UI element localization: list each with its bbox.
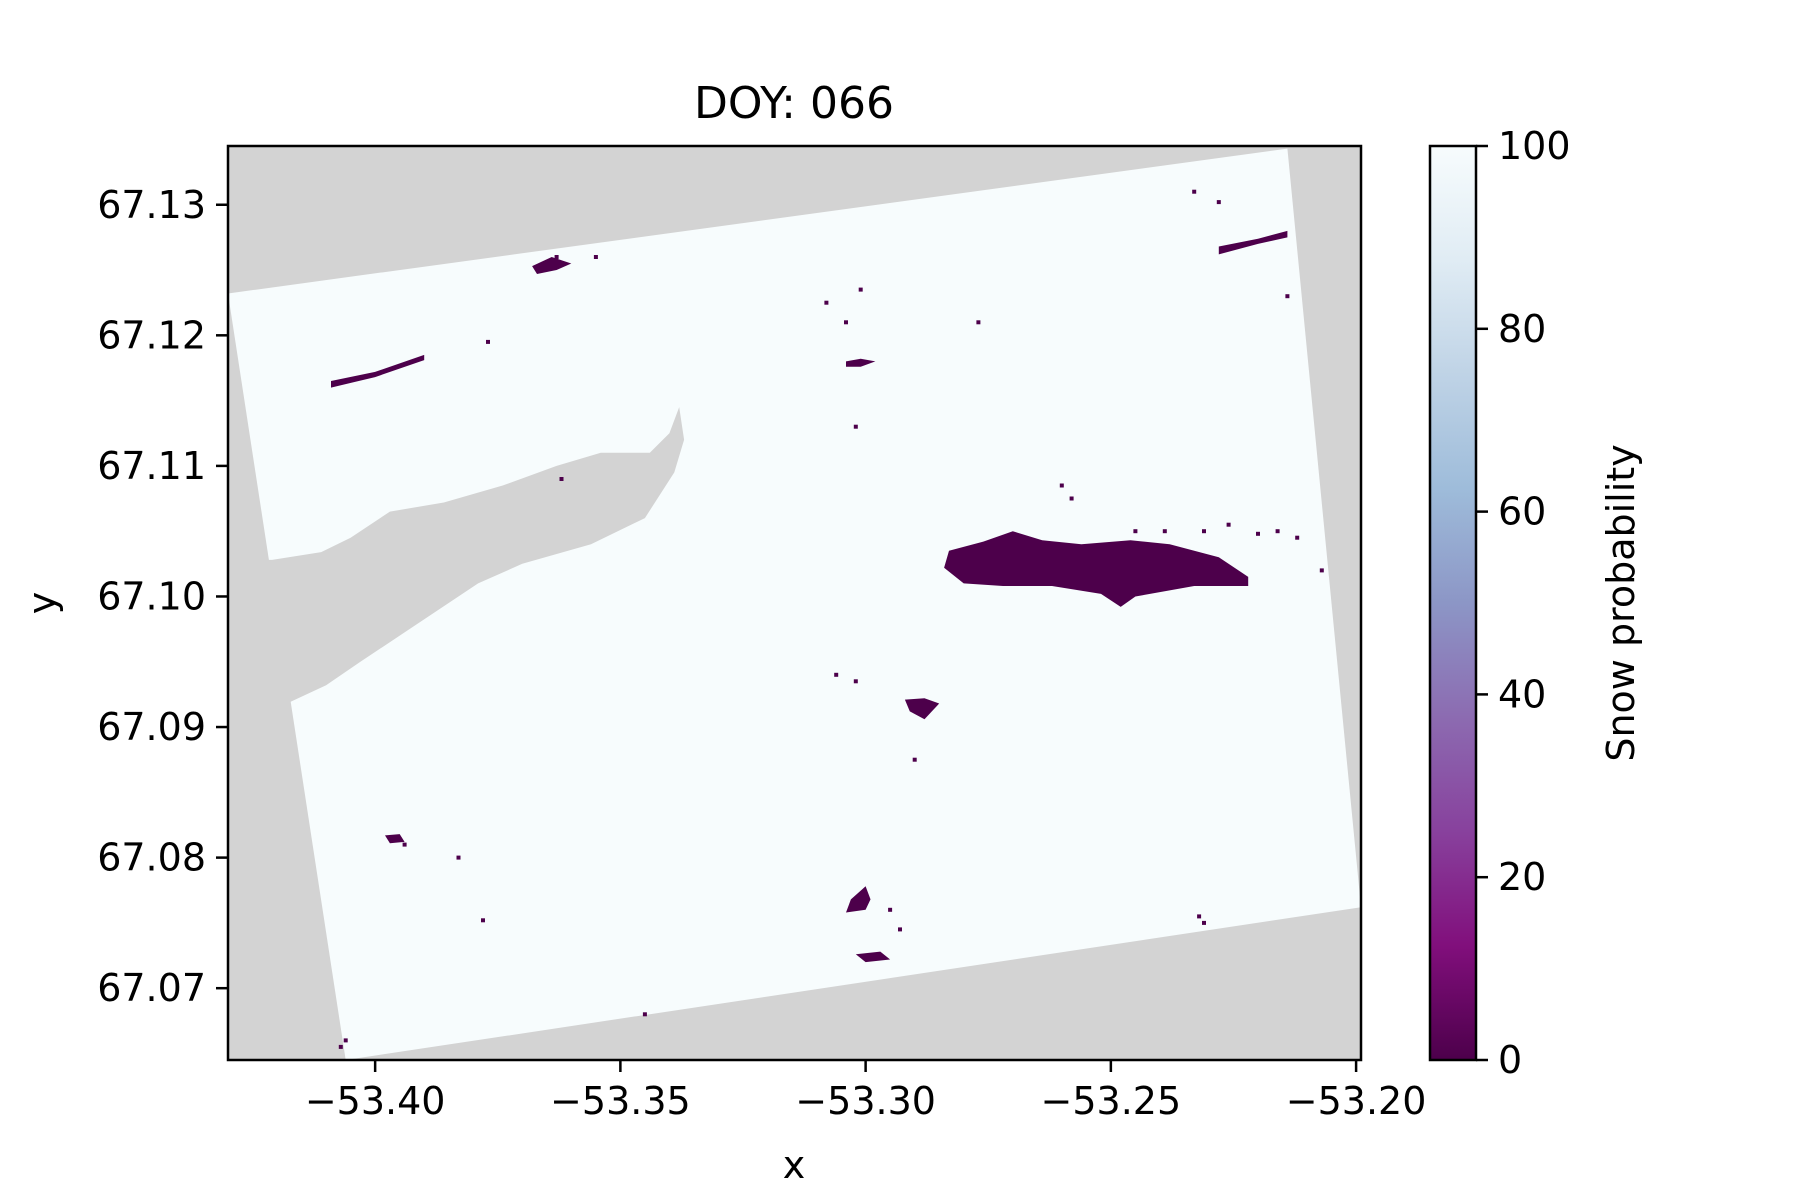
low-probability-speck xyxy=(642,1012,647,1017)
low-probability-speck xyxy=(1162,529,1167,534)
y-tick-label: 67.13 xyxy=(97,183,206,227)
scene-footprint xyxy=(228,148,1361,1060)
low-probability-speck xyxy=(824,300,829,305)
low-probability-speck xyxy=(1275,529,1280,534)
low-probability-speck xyxy=(1202,529,1206,534)
y-axis-label: y xyxy=(20,592,64,615)
plot-area xyxy=(228,146,1361,1060)
low-probability-patches xyxy=(331,230,1288,963)
x-axis-label: x xyxy=(783,1143,806,1187)
low-probability-patch xyxy=(944,531,1249,607)
low-probability-speck xyxy=(912,757,917,762)
low-probability-speck xyxy=(844,320,848,325)
colorbar: 0 20 40 60 80 100 Snow probability xyxy=(1428,124,1643,1082)
low-probability-speck xyxy=(1197,914,1202,919)
y-tick-label: 67.12 xyxy=(97,313,206,357)
colorbar-tick-label: 100 xyxy=(1498,124,1571,168)
low-probability-speck xyxy=(1226,522,1231,527)
low-probability-speck xyxy=(554,255,559,259)
low-probability-speck xyxy=(1256,531,1260,536)
y-tick-label: 67.10 xyxy=(97,574,206,618)
x-tick-label: −53.20 xyxy=(1286,1079,1427,1123)
low-probability-speck xyxy=(481,918,485,923)
x-tick-label: −53.25 xyxy=(1041,1079,1182,1123)
y-tick-label: 67.09 xyxy=(97,705,206,749)
low-probability-speck xyxy=(1192,189,1197,194)
low-probability-speck xyxy=(559,477,564,481)
low-probability-speck xyxy=(456,855,461,860)
low-probability-patch xyxy=(855,951,891,963)
low-probability-speck xyxy=(888,907,893,912)
y-tick-label: 67.11 xyxy=(97,444,206,488)
water-body xyxy=(228,407,685,721)
colorbar-frame xyxy=(1428,144,1478,1062)
low-probability-speck xyxy=(1069,496,1074,501)
low-probability-speck xyxy=(853,424,858,429)
low-probability-speck xyxy=(898,927,902,932)
low-probability-speck xyxy=(1285,294,1290,299)
low-probability-speck xyxy=(834,672,839,677)
low-probability-patch xyxy=(532,257,572,274)
low-probability-speck xyxy=(1059,483,1064,488)
low-probability-speck xyxy=(1295,535,1300,540)
low-probability-speck xyxy=(486,339,490,344)
chart-title: DOY: 066 xyxy=(694,78,894,129)
low-probability-speck xyxy=(858,287,863,292)
low-probability-patch xyxy=(846,886,871,913)
low-probability-patch xyxy=(385,834,405,844)
low-probability-speck xyxy=(1319,568,1324,573)
x-axis: −53.40 −53.35 −53.30 −53.25 −53.20 xyxy=(305,1060,1427,1123)
low-probability-patch xyxy=(846,358,876,367)
low-probability-speck xyxy=(1216,200,1221,205)
colorbar-tick-label: 60 xyxy=(1498,490,1546,534)
low-probability-speck xyxy=(853,679,858,684)
low-probability-speck xyxy=(343,1038,348,1043)
x-tick-label: −53.30 xyxy=(795,1079,936,1123)
low-probability-speck xyxy=(976,320,981,325)
y-tick-label: 67.07 xyxy=(97,966,206,1010)
colorbar-tick-label: 0 xyxy=(1498,1038,1522,1082)
colorbar-tick-label: 80 xyxy=(1498,307,1546,351)
colorbar-tick-label: 20 xyxy=(1498,855,1546,899)
low-probability-specks xyxy=(338,189,1324,1049)
colorbar-label: Snow probability xyxy=(1599,444,1643,761)
low-probability-speck xyxy=(338,1044,343,1049)
x-tick-label: −53.35 xyxy=(550,1079,691,1123)
low-probability-speck xyxy=(1133,529,1138,534)
colorbar-ticks: 0 20 40 60 80 100 xyxy=(1476,124,1571,1082)
colorbar-tick-label: 40 xyxy=(1498,672,1546,716)
low-probability-patch xyxy=(331,354,425,388)
low-probability-patch xyxy=(1218,230,1288,255)
low-probability-speck xyxy=(1202,920,1206,925)
low-probability-speck xyxy=(593,255,598,259)
plot-frame xyxy=(226,144,1363,1062)
x-tick-label: −53.40 xyxy=(305,1079,446,1123)
low-probability-patch xyxy=(904,698,940,720)
y-axis: 67.07 67.08 67.09 67.10 67.11 67.12 67.13 xyxy=(97,183,228,1010)
y-tick-label: 67.08 xyxy=(97,836,206,880)
low-probability-speck xyxy=(402,842,407,847)
colorbar-gradient xyxy=(1430,146,1476,1060)
